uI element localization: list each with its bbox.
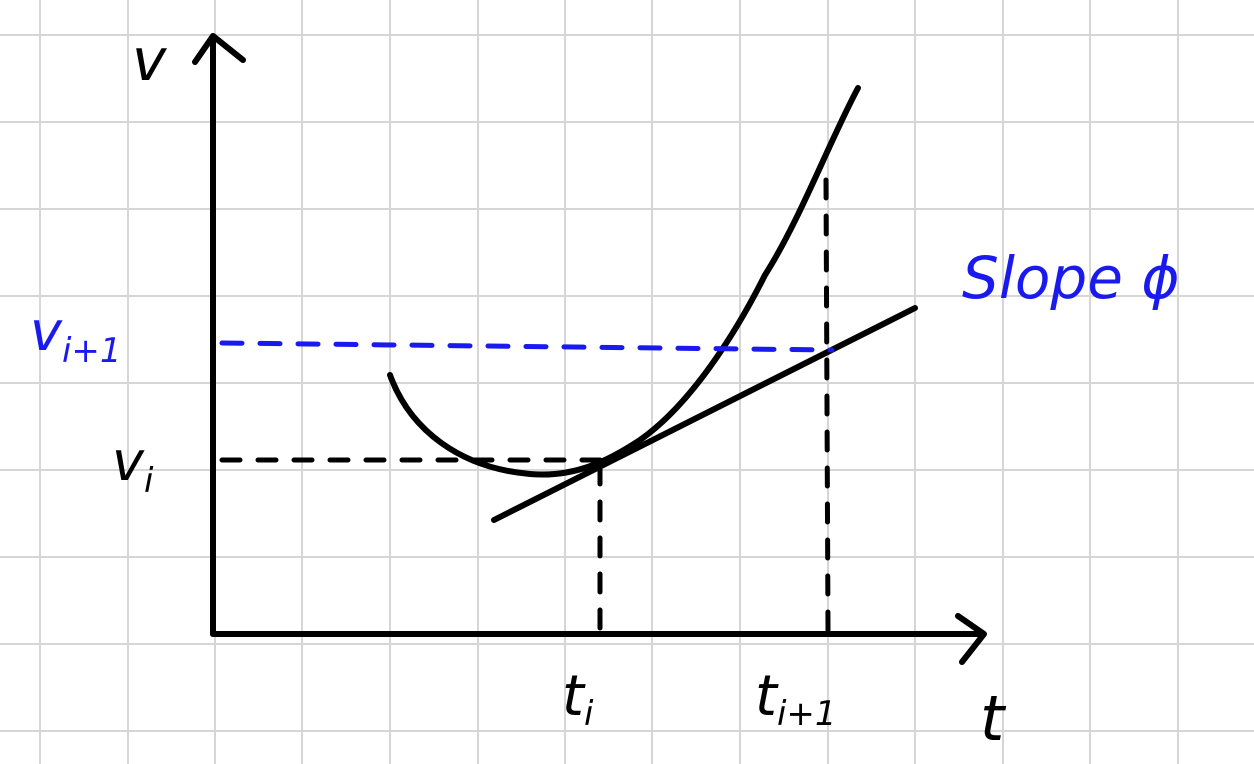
v-i1-subscript: i+1: [62, 331, 122, 371]
v-i1-dashed-guide: [219, 340, 835, 353]
v-i-subscript: i: [144, 461, 154, 501]
t-i1-dashed-guide: [823, 177, 831, 633]
t-i1-label: ti+1: [755, 664, 837, 734]
v-i1-label: vi+1: [30, 300, 122, 371]
t-axis-label: t: [980, 682, 1007, 755]
t-i-main: t: [562, 664, 586, 729]
t-i-label: ti: [562, 664, 594, 734]
v-axis-arrowhead: [192, 33, 246, 65]
t-i1-subscript: i+1: [777, 694, 837, 734]
t-i1-main: t: [755, 664, 779, 729]
t-axis-arrowhead: [955, 613, 987, 665]
slope-label: Slope ϕ: [962, 244, 1180, 312]
tangent-line: [491, 305, 918, 523]
curve-v-of-t: [387, 85, 861, 478]
v-i-label: vi: [112, 430, 154, 501]
t-i-subscript: i: [584, 694, 594, 734]
v-axis-label: v: [132, 26, 168, 94]
v-i1-main: v: [30, 300, 63, 363]
v-i-main: v: [112, 430, 145, 493]
